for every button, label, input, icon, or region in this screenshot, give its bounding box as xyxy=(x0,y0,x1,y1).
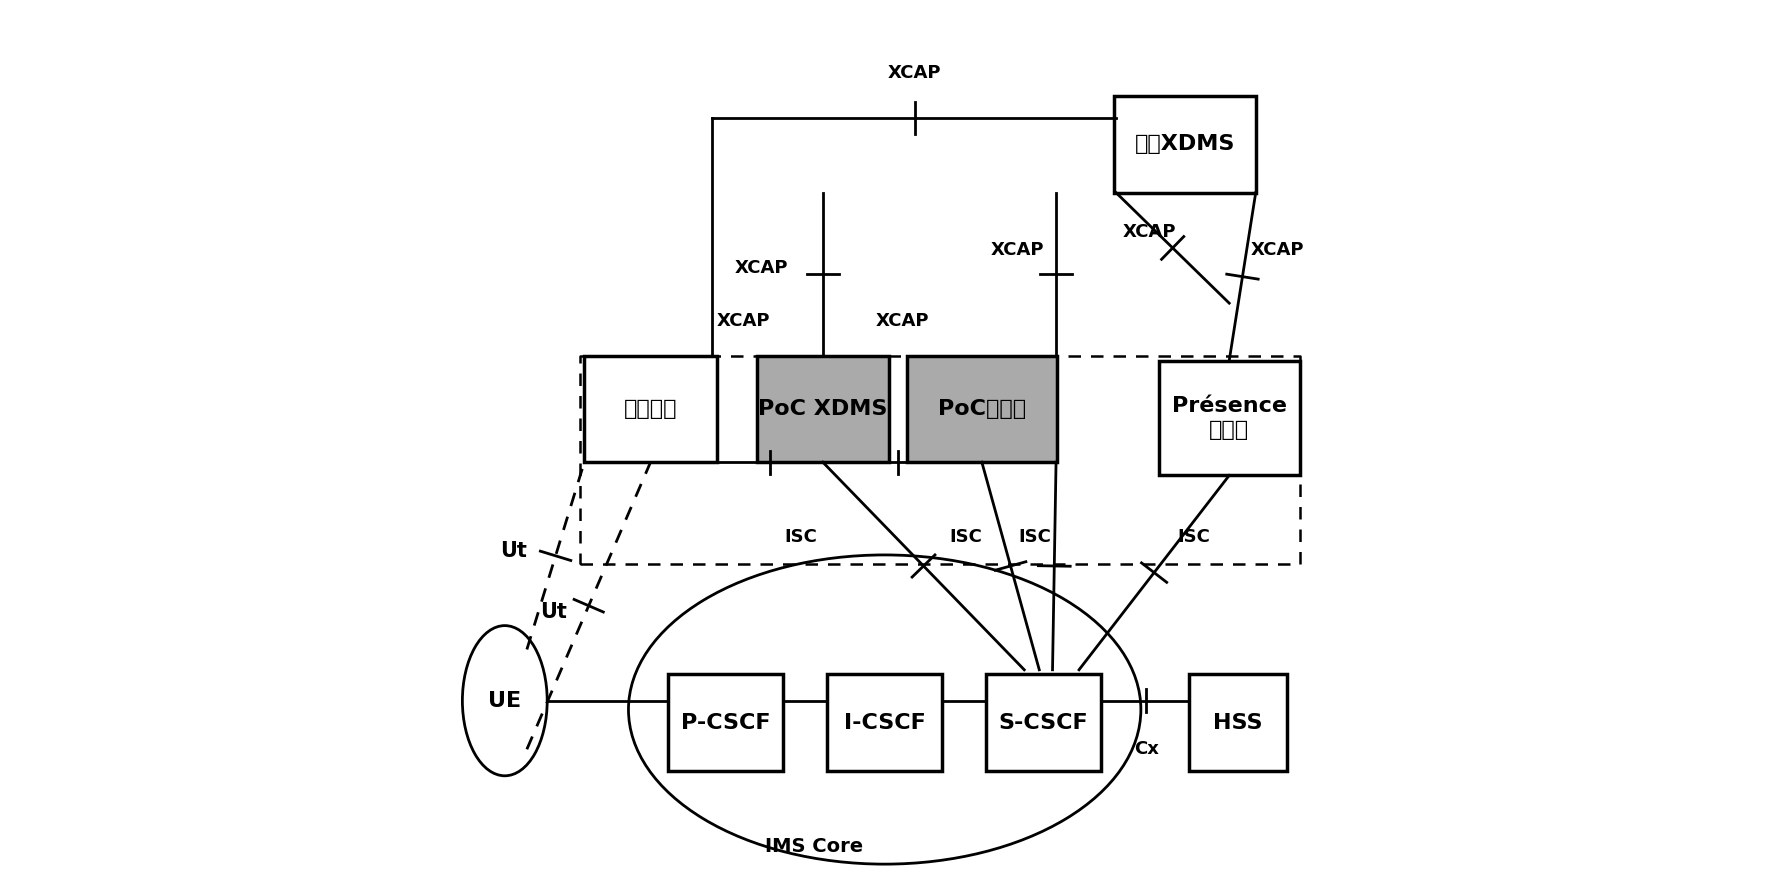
Text: IMS Core: IMS Core xyxy=(765,837,863,856)
Text: XCAP: XCAP xyxy=(888,65,942,83)
Text: XCAP: XCAP xyxy=(990,241,1044,259)
Text: XCAP: XCAP xyxy=(876,312,929,330)
Text: S-CSCF: S-CSCF xyxy=(999,713,1088,733)
Text: 共享XDMS: 共享XDMS xyxy=(1135,134,1235,154)
Text: UE: UE xyxy=(488,691,522,710)
Text: PoC XDMS: PoC XDMS xyxy=(758,399,888,419)
Bar xyxy=(584,356,717,462)
Text: Cx: Cx xyxy=(1133,741,1158,758)
Text: ISC: ISC xyxy=(949,528,983,546)
Text: HSS: HSS xyxy=(1213,713,1263,733)
Text: 汇聚代理: 汇聚代理 xyxy=(624,399,677,419)
Text: ISC: ISC xyxy=(1019,528,1051,546)
Bar xyxy=(906,356,1056,462)
Bar xyxy=(756,356,890,462)
Text: I-CSCF: I-CSCF xyxy=(843,713,926,733)
Text: ISC: ISC xyxy=(784,528,817,546)
Text: Présence
服务器: Présence 服务器 xyxy=(1172,396,1287,439)
Bar xyxy=(1190,674,1287,772)
Bar xyxy=(986,674,1101,772)
Bar xyxy=(668,674,783,772)
Text: Ut: Ut xyxy=(500,541,527,560)
Bar xyxy=(1115,95,1256,193)
Bar xyxy=(827,674,942,772)
Text: XCAP: XCAP xyxy=(1122,223,1176,242)
Text: Ut: Ut xyxy=(540,603,566,622)
Bar xyxy=(1158,361,1299,476)
Text: XCAP: XCAP xyxy=(734,259,788,276)
Text: XCAP: XCAP xyxy=(717,312,770,330)
Text: PoC服务器: PoC服务器 xyxy=(938,399,1026,419)
Text: XCAP: XCAP xyxy=(1251,241,1305,259)
Text: ISC: ISC xyxy=(1178,528,1210,546)
Text: P-CSCF: P-CSCF xyxy=(681,713,770,733)
